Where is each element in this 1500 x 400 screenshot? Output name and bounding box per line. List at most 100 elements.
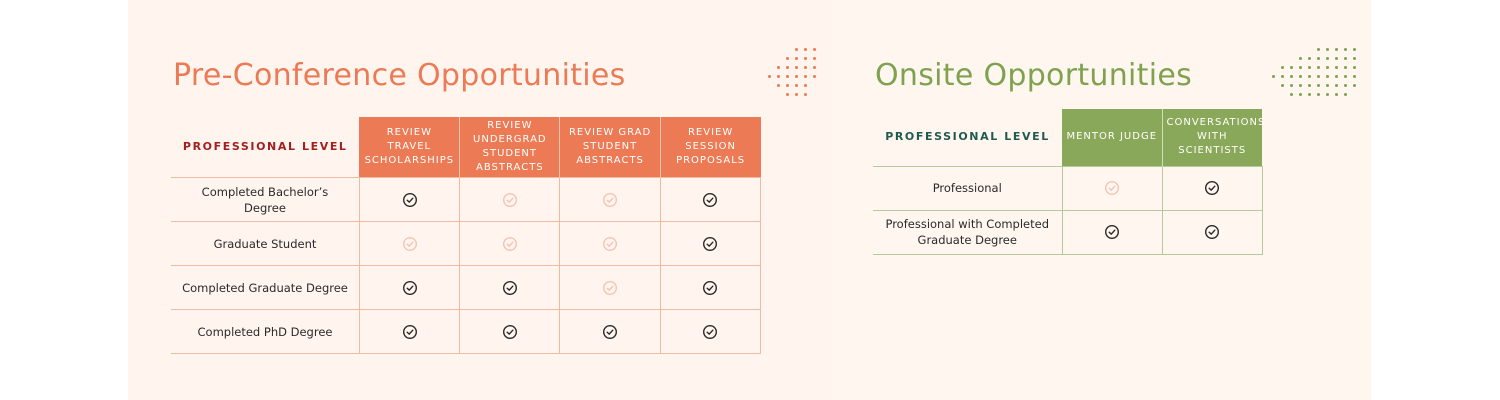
row-label: Professional	[873, 165, 1062, 210]
check-cell	[358, 177, 460, 222]
column-header: REVIEW GRAD STUDENT ABSTRACTS	[559, 117, 661, 178]
check-circle-faded-icon	[502, 192, 517, 207]
onsite-title: Onsite Opportunities	[875, 58, 1193, 93]
row-label: Completed Bachelor’s Degree	[171, 177, 360, 222]
table-header-row: PROFESSIONAL LEVEL MENTOR JUDGE CONVERSA…	[873, 109, 1264, 166]
check-cell	[1061, 165, 1162, 210]
dot	[804, 57, 807, 60]
row-label: Completed Graduate Degree	[171, 265, 360, 310]
dot	[804, 48, 807, 51]
dot	[768, 75, 771, 78]
table-row: Graduate Student	[171, 221, 762, 266]
check-cell	[659, 309, 762, 354]
dot	[804, 93, 807, 96]
dot-grid-icon	[768, 48, 822, 102]
dot	[1299, 66, 1302, 69]
table-row: Completed Graduate Degree	[171, 265, 762, 310]
dot	[804, 84, 807, 87]
dot	[804, 75, 807, 78]
check-circle-icon	[1204, 181, 1220, 196]
dot	[1299, 93, 1302, 96]
table-row: Professional with Completed Graduate Deg…	[873, 209, 1263, 255]
dot	[1308, 93, 1311, 96]
table-row: Completed PhD Degree	[171, 309, 762, 354]
dot	[1335, 66, 1338, 69]
check-cell	[659, 177, 762, 222]
dot	[1308, 66, 1311, 69]
check-cell	[559, 265, 661, 310]
dot	[1335, 93, 1338, 96]
check-cell	[659, 265, 762, 310]
check-cell	[358, 265, 460, 310]
dot	[777, 66, 780, 69]
dot	[1290, 75, 1293, 78]
check-cell	[358, 221, 460, 266]
check-cell	[559, 221, 661, 266]
table-row: Professional	[873, 165, 1263, 210]
check-circle-icon	[402, 192, 417, 207]
onsite-table: PROFESSIONAL LEVEL MENTOR JUDGE CONVERSA…	[873, 109, 1264, 255]
column-header: CONVERSATIONS WITH SCIENTISTS	[1161, 109, 1264, 166]
dot	[1353, 57, 1356, 60]
dot	[1326, 57, 1329, 60]
dot	[786, 93, 789, 96]
dot	[795, 57, 798, 60]
check-circle-faded-icon	[402, 236, 417, 251]
row-label: Completed PhD Degree	[171, 309, 360, 354]
dot	[804, 66, 807, 69]
dot	[1353, 48, 1356, 51]
dot	[1299, 75, 1302, 78]
check-cell	[459, 221, 560, 266]
column-header: REVIEW SESSION PROPOSALS	[659, 117, 761, 178]
onsite-panel: Onsite Opportunities PROFESSIONAL LEVEL …	[828, 0, 1371, 400]
dot	[1326, 75, 1329, 78]
dot	[1299, 57, 1302, 60]
check-circle-icon	[502, 324, 517, 339]
dot	[1344, 75, 1347, 78]
dot	[1344, 57, 1347, 60]
check-circle-icon	[703, 280, 718, 295]
column-header: REVIEW UNDERGRAD STUDENT ABSTRACTS	[459, 117, 560, 178]
row-label: Professional with Completed Graduate Deg…	[873, 209, 1062, 255]
check-cell	[459, 309, 560, 354]
level-column-header: PROFESSIONAL LEVEL	[182, 140, 348, 153]
dot	[813, 75, 816, 78]
dot	[1281, 66, 1284, 69]
check-cell	[358, 309, 460, 354]
dot	[1353, 84, 1356, 87]
check-circle-icon	[703, 236, 718, 251]
check-circle-faded-icon	[1104, 181, 1120, 196]
table-row: Completed Bachelor’s Degree	[171, 177, 762, 222]
dot	[1326, 84, 1329, 87]
check-cell	[1161, 209, 1263, 255]
dot	[1335, 57, 1338, 60]
dot	[795, 75, 798, 78]
dot	[813, 66, 816, 69]
dot	[786, 75, 789, 78]
table-header-row: PROFESSIONAL LEVEL REVIEW TRAVEL SCHOLAR…	[171, 117, 761, 178]
dot	[1308, 84, 1311, 87]
check-circle-faded-icon	[603, 280, 618, 295]
dot	[1335, 84, 1338, 87]
column-header: REVIEW TRAVEL SCHOLARSHIPS	[359, 117, 460, 178]
check-circle-icon	[603, 324, 618, 339]
row-label: Graduate Student	[171, 221, 360, 266]
check-cell	[559, 177, 661, 222]
dot	[786, 57, 789, 60]
dot	[1290, 93, 1293, 96]
dot	[1281, 75, 1284, 78]
pre-conference-panel: Pre-Conference Opportunities PROFESSIONA…	[128, 0, 828, 400]
pre-conference-title: Pre-Conference Opportunities	[173, 58, 626, 93]
column-header: MENTOR JUDGE	[1062, 109, 1162, 166]
dot	[1344, 66, 1347, 69]
dot	[795, 48, 798, 51]
dot	[1353, 66, 1356, 69]
dot	[786, 84, 789, 87]
check-circle-icon	[402, 324, 417, 339]
dot	[795, 93, 798, 96]
check-cell	[659, 221, 762, 266]
dot	[1326, 48, 1329, 51]
check-circle-faded-icon	[603, 192, 618, 207]
dot	[777, 75, 780, 78]
dot	[1335, 48, 1338, 51]
